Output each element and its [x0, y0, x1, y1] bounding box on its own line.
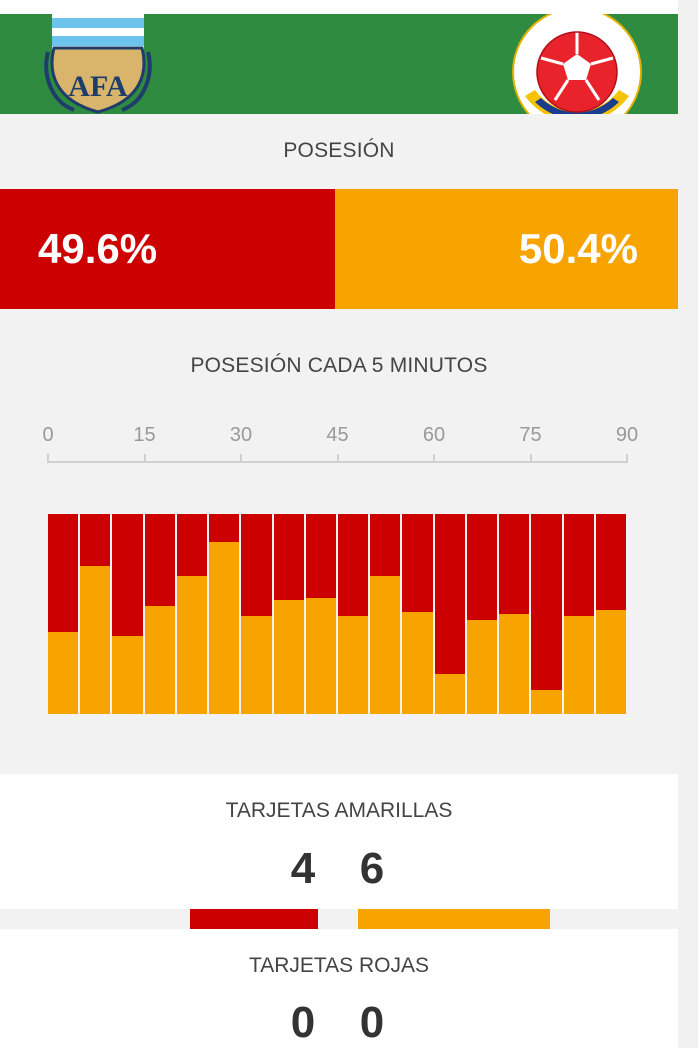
possession-bar-away-share	[273, 600, 304, 714]
argentina-crest-icon: AFA	[44, 14, 152, 114]
possession-home-value: 49.6%	[38, 225, 158, 272]
possession-bar-away-share	[370, 576, 401, 714]
red-cards-away: 0	[359, 998, 385, 1047]
possession-bar-away-share	[466, 620, 498, 714]
possession-bar-segment	[563, 514, 594, 714]
possession-bar-segment	[531, 514, 562, 714]
possession-bar-segment	[80, 514, 111, 714]
team-header: AFA	[0, 14, 678, 114]
yellow-cards-strip	[0, 909, 678, 929]
possession-bar-segment	[48, 514, 79, 714]
timeline-tick	[529, 454, 532, 463]
red-cards-title: TARJETAS ROJAS	[248, 954, 430, 977]
possession-bars	[48, 514, 626, 714]
timeline-tick-label: 75	[519, 424, 542, 446]
top-strip	[0, 0, 678, 14]
timeline-tick-label: 60	[422, 424, 446, 446]
possession-bar-segment	[402, 514, 433, 714]
timeline-tick-label: 90	[615, 424, 639, 446]
timeline-tick	[336, 454, 339, 463]
possession-home-bar	[0, 189, 335, 309]
possession-bar-segment	[176, 514, 208, 714]
possession-bar-segment	[144, 514, 175, 714]
timeline-tick	[143, 454, 146, 463]
scrollbar[interactable]	[678, 0, 698, 1048]
red-cards-home: 0	[290, 998, 316, 1047]
possession-bar-away-share	[241, 616, 272, 714]
possession-bar-away-share	[434, 674, 465, 714]
possession-bar-segment	[370, 514, 401, 714]
possession-bar-segment	[338, 514, 369, 714]
timeline-tick-label: 30	[229, 424, 253, 446]
possession-away-bar	[335, 189, 678, 309]
possession-bar-away-share	[563, 616, 594, 714]
yellow-cards-title: TARJETAS AMARILLAS	[225, 799, 453, 822]
possession-bar-away-share	[595, 610, 626, 714]
yellow-cards-away-bar	[358, 909, 550, 929]
possession-bar-segment	[273, 514, 304, 714]
possession-bar-segment	[112, 514, 143, 714]
afa-crest-text: AFA	[68, 70, 128, 103]
possession-away-value: 50.4%	[518, 225, 638, 272]
possession-bar-away-share	[531, 690, 562, 714]
timeline-tick	[626, 454, 628, 463]
possession-bar-segment	[305, 514, 336, 714]
possession-title: POSESIÓN	[283, 139, 395, 162]
possession-bar-away-share	[209, 542, 240, 714]
possession-bar-segment	[434, 514, 465, 714]
timeline-tick-label: 45	[326, 424, 349, 446]
possession-bar: 49.6% 50.4%	[0, 189, 678, 309]
timeline-tick-label: 0	[42, 424, 54, 446]
possession-bar-away-share	[402, 612, 433, 714]
possession-bar-away-share	[80, 566, 111, 714]
minute-timeline: 0 15 30 45 60 75 90	[0, 420, 678, 470]
yellow-cards-home-bar	[190, 909, 318, 929]
possession-bar-away-share	[144, 606, 175, 714]
possession-bar-away-share	[176, 576, 208, 714]
possession-bar-away-share	[112, 636, 143, 714]
colombia-crest-icon	[512, 14, 642, 114]
match-stats-panel: AFA POSESIÓN 49.6% 50.4% POSESIÓN CADA 5…	[0, 0, 678, 1047]
possession-bar-away-share	[48, 632, 79, 714]
possession-by-5-title: POSESIÓN CADA 5 MINUTOS	[190, 354, 488, 377]
possession-bar-away-share	[305, 598, 336, 714]
yellow-cards-home: 4	[290, 844, 316, 893]
possession-bar-segment	[499, 514, 530, 714]
timeline-tick	[240, 454, 242, 463]
possession-bar-segment	[209, 514, 240, 714]
timeline-tick-label: 15	[133, 424, 156, 446]
possession-bar-segment	[595, 514, 626, 714]
possession-bar-away-share	[499, 614, 530, 714]
possession-bar-segment	[241, 514, 272, 714]
yellow-cards-away: 6	[359, 844, 385, 893]
timeline-tick	[433, 454, 435, 463]
timeline-tick	[47, 454, 49, 463]
possession-bar-away-share	[338, 616, 369, 714]
possession-bar-segment	[466, 514, 498, 714]
